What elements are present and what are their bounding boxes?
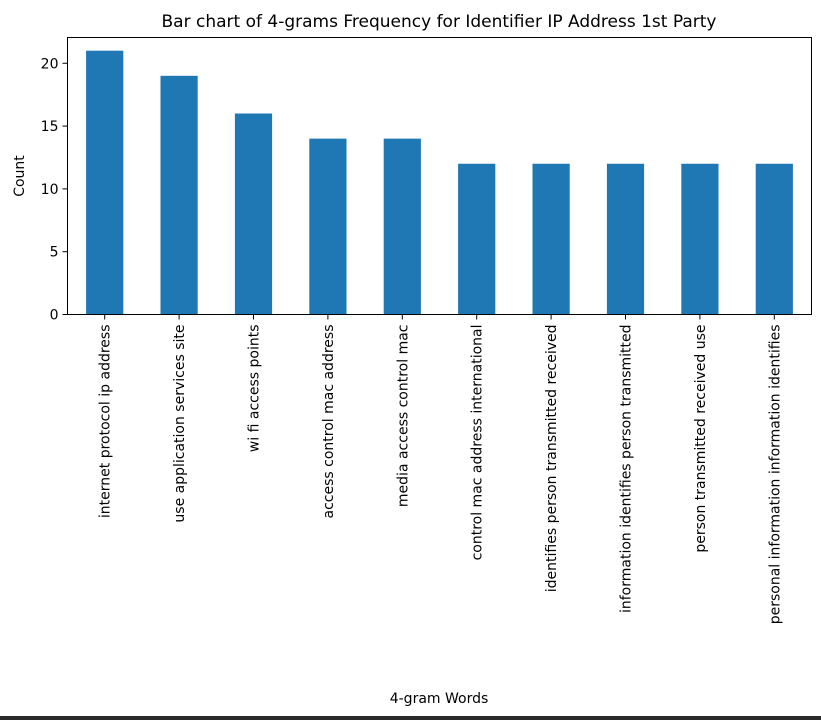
x-tick-label-3: wi fi access points <box>247 325 263 453</box>
bar-7 <box>532 163 570 315</box>
bar-8 <box>606 163 645 315</box>
bar-9 <box>681 163 719 315</box>
x-tick-label-5: media access control mac <box>395 325 411 508</box>
x-tick-label-7: identifies person transmitted received <box>544 325 560 593</box>
x-axis-label: 4-gram Words <box>390 691 489 707</box>
y-tick-label-15: 15 <box>41 119 59 135</box>
bar-5 <box>383 138 421 315</box>
y-tick-label-0: 0 <box>50 308 59 324</box>
y-axis-ticks: 0 5 10 15 20 <box>41 56 68 324</box>
bar-10 <box>755 163 793 315</box>
bar-3 <box>234 113 273 315</box>
x-tick-label-8: information identifies person transmitte… <box>619 325 635 614</box>
x-tick-label-4: access control mac address <box>321 325 337 519</box>
bars-group <box>86 50 793 315</box>
x-tick-label-2: use application services site <box>172 325 188 523</box>
bar-1 <box>86 50 124 315</box>
y-tick-label-5: 5 <box>50 245 59 261</box>
y-tick-label-10: 10 <box>41 182 59 198</box>
y-tick-label-20: 20 <box>41 56 59 72</box>
x-tick-label-1: internet protocol ip address <box>98 325 114 519</box>
y-axis-label: Count <box>12 155 28 197</box>
bar-6 <box>458 163 496 315</box>
bar-2 <box>160 75 198 315</box>
chart-title: Bar chart of 4-grams Frequency for Ident… <box>162 12 717 32</box>
plot-frame <box>67 37 812 315</box>
window-bottom-edge <box>0 716 821 720</box>
x-axis-ticks: internet protocol ip address use applicat… <box>98 314 783 625</box>
bar-4 <box>309 138 347 315</box>
x-tick-label-10: personal information information identif… <box>767 325 783 625</box>
x-tick-label-9: person transmitted received use <box>693 325 709 553</box>
x-tick-label-6: control mac address international <box>470 325 486 561</box>
